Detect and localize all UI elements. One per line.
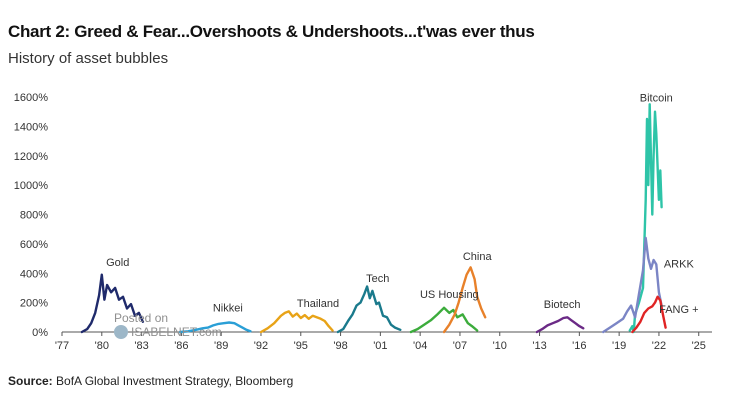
y-tick-label: 800%: [20, 210, 48, 222]
series-label-arkk: ARKK: [664, 258, 695, 270]
x-tick-label: '95: [294, 340, 308, 352]
series-line-tech: [336, 285, 402, 334]
series-line-thailand: [259, 310, 334, 334]
watermark: Posted on ISABELNET.com: [114, 312, 222, 339]
series-label-tech: Tech: [366, 273, 389, 285]
x-tick-label: '83: [134, 340, 148, 352]
series-line-us-housing: [409, 306, 479, 334]
x-tick-label: '16: [572, 340, 586, 352]
x-tick-label: '10: [493, 340, 507, 352]
series-line-bitcoin: [628, 103, 663, 334]
x-tick-label: '80: [95, 340, 109, 352]
series-label-gold: Gold: [106, 257, 129, 269]
series-line-arkk: [602, 236, 663, 334]
x-tick-label: '92: [254, 340, 268, 352]
source-label: Source:: [8, 374, 53, 388]
series-label-thailand: Thailand: [297, 298, 339, 310]
y-tick-label: 1600%: [14, 92, 48, 104]
watermark-line2: ISABELNET.com: [131, 324, 222, 339]
y-tick-label: 1400%: [14, 121, 48, 133]
x-tick-label: '25: [692, 340, 706, 352]
y-tick-label: 200%: [20, 298, 48, 310]
x-tick-label: '98: [333, 340, 347, 352]
chart-source: Source: BofA Global Investment Strategy,…: [8, 374, 293, 388]
watermark-line1: Posted on: [114, 311, 169, 325]
y-tick-label: 1000%: [14, 180, 48, 192]
source-text: BofA Global Investment Strategy, Bloombe…: [56, 374, 294, 388]
y-tick-label: 1200%: [14, 151, 48, 163]
x-tick-label: '77: [55, 340, 69, 352]
x-tick-label: '86: [174, 340, 188, 352]
x-tick-label: '22: [652, 340, 666, 352]
y-tick-label: 600%: [20, 239, 48, 251]
y-tick-label: 0%: [32, 327, 48, 339]
chart-title: Chart 2: Greed & Fear...Overshoots & Und…: [8, 22, 535, 41]
x-tick-label: '07: [453, 340, 467, 352]
series-line-gold: [80, 273, 145, 334]
series-label-china: China: [463, 251, 493, 263]
series-label-biotech: Biotech: [544, 299, 581, 311]
series-line-fang: [631, 295, 667, 334]
x-tick-label: '13: [532, 340, 546, 352]
series-label-us-housing: US Housing: [420, 289, 479, 301]
chart-series-labels: Gold Nikkei Thailand Tech US Housing China Bio…: [106, 92, 698, 316]
series-label-bitcoin: Bitcoin: [640, 92, 673, 104]
series-line-nikkei: [178, 321, 252, 334]
chart-series: [80, 103, 667, 334]
y-tick-label: 400%: [20, 268, 48, 280]
chart-axes: 0% 200% 400% 600% 800% 1000% 1200% 1400% 1600% '7…: [14, 92, 712, 352]
x-tick-label: '04: [413, 340, 427, 352]
x-tick-label: '19: [612, 340, 626, 352]
series-line-china: [442, 266, 487, 334]
x-tick-label: '89: [214, 340, 228, 352]
x-tick-label: '01: [373, 340, 387, 352]
series-label-fang: FANG +: [659, 304, 698, 316]
isabelnet-logo-icon: [114, 325, 128, 339]
series-line-biotech: [535, 316, 585, 334]
series-label-nikkei: Nikkei: [213, 302, 243, 314]
chart-subtitle: History of asset bubbles: [8, 50, 169, 67]
